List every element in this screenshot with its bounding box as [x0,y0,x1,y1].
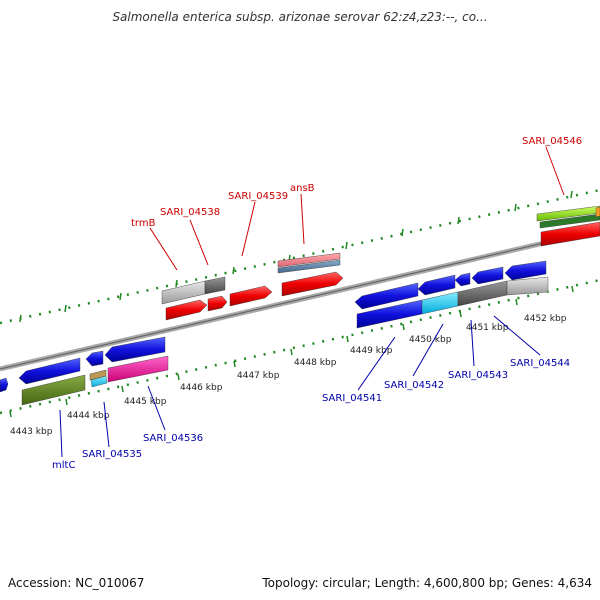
gene-sari04546 [540,221,600,247]
reverse-genes[interactable] [0,260,549,406]
gene-sari04536 [107,355,169,383]
gene-ansB-mid [277,259,341,274]
gene-sari04546-lime [536,205,600,222]
gene-label-sari04539: SARI_04539 [228,191,288,202]
gene-ansB [281,271,344,297]
kbp-label: 4445 kbp [124,397,167,407]
gene-ansB-top [277,252,341,268]
gene-label-sari04535: SARI_04535 [82,449,142,460]
kbp-label: 4449 kbp [350,346,393,356]
gene-label-sari04546: SARI_04546 [522,136,582,147]
gene-label-ansB: ansB [290,183,315,194]
gene-blue-r4 [471,266,504,285]
map-title: Salmonella enterica subsp. arizonae sero… [112,10,488,24]
gene-blue-r3 [454,272,471,287]
kbp-label: 4452 kbp [524,314,567,324]
kbp-labels: 4443 kbp 4444 kbp 4445 kbp 4446 kbp 4447… [10,314,567,437]
forward-genes[interactable] [161,205,600,321]
genome-stats-text: Topology: circular; Length: 4,600,800 bp… [262,576,592,590]
gene-label-sari04538: SARI_04538 [160,207,220,218]
gene-label-trmB: trmB [131,218,156,229]
gene-blue-r5 [504,260,547,281]
gene-label-sari04536: SARI_04536 [143,433,203,444]
leader-lines [59,146,565,458]
gene-blue-left-edge [0,377,9,393]
gene-sari04539 [229,285,273,307]
gene-label-sari04543: SARI_04543 [448,370,508,381]
kbp-label: 4443 kbp [10,427,53,437]
kbp-label: 4447 kbp [237,371,280,381]
gene-blue-mid [104,336,166,363]
gene-orange [595,206,600,218]
kbp-label: 4450 kbp [409,335,452,345]
reverse-scale [0,278,600,418]
gene-sari04546-green [539,213,600,229]
gene-darkgrey-forward [204,276,226,295]
gene-label-sari04541: SARI_04541 [322,393,382,404]
gene-blue-r1 [354,282,419,310]
kbp-label: 4448 kbp [294,358,337,368]
backbone [0,227,600,372]
gene-labels[interactable]: trmB SARI_04538 SARI_04539 ansB SARI_045… [52,136,582,471]
gene-blue-small [85,350,104,367]
forward-scale [0,188,600,325]
gene-blue-left [18,357,81,385]
gene-sari04544 [506,276,549,296]
gene-label-sari04542: SARI_04542 [384,380,444,391]
gene-blue-r2 [417,274,456,296]
kbp-label: 4446 kbp [180,383,223,393]
gene-label-sari04544: SARI_04544 [510,358,570,369]
gene-sari04542 [421,291,459,315]
gene-sari04538 [207,295,228,312]
kbp-label: 4444 kbp [67,411,110,421]
gene-trmB [165,299,208,321]
kbp-label: 4451 kbp [466,323,509,333]
gene-mltC [21,374,86,406]
gene-sari04535 [90,375,108,388]
gene-label-mltC: mltC [52,460,75,471]
accession-text: Accession: NC_010067 [8,576,145,590]
